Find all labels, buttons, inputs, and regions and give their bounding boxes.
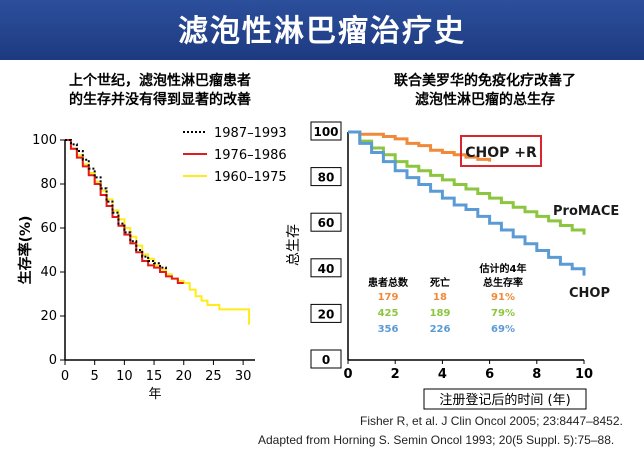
left-y-tick-label: 60 xyxy=(40,221,57,236)
right-x-axis-label-box xyxy=(423,388,587,410)
chop-r-highlight-box xyxy=(460,135,542,167)
right-series-line-2 xyxy=(348,130,586,276)
right-heading-line-2: 滤泡性淋巴瘤的总生存 xyxy=(415,92,555,108)
right-x-tick-label: 0 xyxy=(343,367,352,382)
chop-curve-label: CHOP xyxy=(569,286,610,301)
table-cell-r0-c0: 179 xyxy=(378,292,399,303)
right-x-tick-label: 6 xyxy=(485,367,494,382)
left-series-line-1 xyxy=(65,139,184,284)
left-y-axis-label: 生存率(%) xyxy=(17,216,34,285)
right-y-tick-box xyxy=(310,121,342,141)
left-x-axis-label: 年 xyxy=(148,387,161,402)
promace-curve-label: ProMACE xyxy=(553,204,619,219)
left-x-tick-label: 15 xyxy=(146,369,163,384)
table-cell-r2-c2: 69% xyxy=(491,324,515,335)
right-y-tick-label: 80 xyxy=(318,171,335,185)
left-legend-label-2: 1960–1975 xyxy=(214,170,287,185)
citation-line-1: Fisher R, et al. J Clin Oncol 2005; 23:8… xyxy=(360,414,623,428)
left-chart-heading: 上个世纪，滤泡性淋巴瘤患者 的生存并没有得到显著的改善 xyxy=(20,72,300,110)
right-y-tick-box xyxy=(310,303,342,323)
right-y-tick-label: 0 xyxy=(322,353,330,367)
left-y-tick-label: 20 xyxy=(40,309,57,324)
right-series-line-0 xyxy=(348,130,492,162)
table-cell-r1-c1: 189 xyxy=(430,308,451,319)
right-x-axis-label: 注册登记后的时间 (年) xyxy=(439,392,570,408)
left-y-tick-label: 0 xyxy=(49,353,57,368)
right-x-tick-label: 4 xyxy=(438,367,447,382)
left-heading-line-2: 的生存并没有得到显著的改善 xyxy=(69,92,251,108)
right-y-tick-box xyxy=(310,212,342,232)
left-x-tick-label: 30 xyxy=(235,369,252,384)
right-series-line-1 xyxy=(348,130,586,235)
left-x-tick-label: 5 xyxy=(91,369,99,384)
right-y-tick-box xyxy=(310,167,342,187)
left-legend-label-0: 1987–1993 xyxy=(214,126,287,141)
table-cell-r2-c0: 356 xyxy=(378,324,399,335)
table-header-survival-line-1: 估计的4年 xyxy=(479,262,527,275)
right-x-tick-label: 10 xyxy=(575,367,593,382)
right-y-tick-box xyxy=(310,258,342,278)
right-y-tick-label: 100 xyxy=(313,125,338,139)
left-x-tick-label: 10 xyxy=(116,369,133,384)
citation-line-2: Adapted from Horning S. Semin Oncol 1993… xyxy=(258,433,615,447)
left-x-tick-label: 20 xyxy=(175,369,192,384)
table-cell-r0-c2: 91% xyxy=(491,292,515,303)
right-y-tick-label: 60 xyxy=(318,216,335,230)
page-title: 滤泡性淋巴瘤治疗史 xyxy=(178,14,466,49)
right-y-tick-box xyxy=(310,349,342,369)
right-chart-heading: 联合美罗华的免疫化疗改善了 滤泡性淋巴瘤的总生存 xyxy=(330,72,640,110)
chop-r-curve-label: CHOP +R xyxy=(465,145,537,161)
left-series-line-0 xyxy=(65,139,167,270)
left-x-tick-label: 0 xyxy=(61,369,69,384)
left-y-tick-label: 40 xyxy=(40,265,57,280)
left-x-tick-label: 25 xyxy=(205,369,222,384)
left-y-tick-label: 100 xyxy=(32,133,57,148)
table-cell-r0-c1: 18 xyxy=(433,292,447,303)
right-x-tick-label: 8 xyxy=(532,367,541,382)
left-legend-label-1: 1976–1986 xyxy=(214,148,287,163)
left-y-tick-label: 80 xyxy=(40,177,57,192)
table-header-deaths: 死亡 xyxy=(430,276,450,289)
right-y-tick-label: 40 xyxy=(318,262,335,276)
table-cell-r1-c2: 79% xyxy=(491,308,515,319)
table-header-survival-line-2: 总生存率 xyxy=(483,276,523,289)
right-y-axis-label: 总生存 xyxy=(286,224,302,266)
title-banner: 滤泡性淋巴瘤治疗史 xyxy=(0,0,644,60)
table-header-patients: 患者总数 xyxy=(368,276,409,289)
table-cell-r2-c1: 226 xyxy=(430,324,451,335)
right-y-tick-label: 20 xyxy=(318,307,335,321)
left-heading-line-1: 上个世纪，滤泡性淋巴瘤患者 xyxy=(69,73,251,89)
right-heading-line-1: 联合美罗华的免疫化疗改善了 xyxy=(394,73,576,89)
table-cell-r1-c0: 425 xyxy=(378,308,399,319)
right-x-tick-label: 2 xyxy=(391,367,400,382)
